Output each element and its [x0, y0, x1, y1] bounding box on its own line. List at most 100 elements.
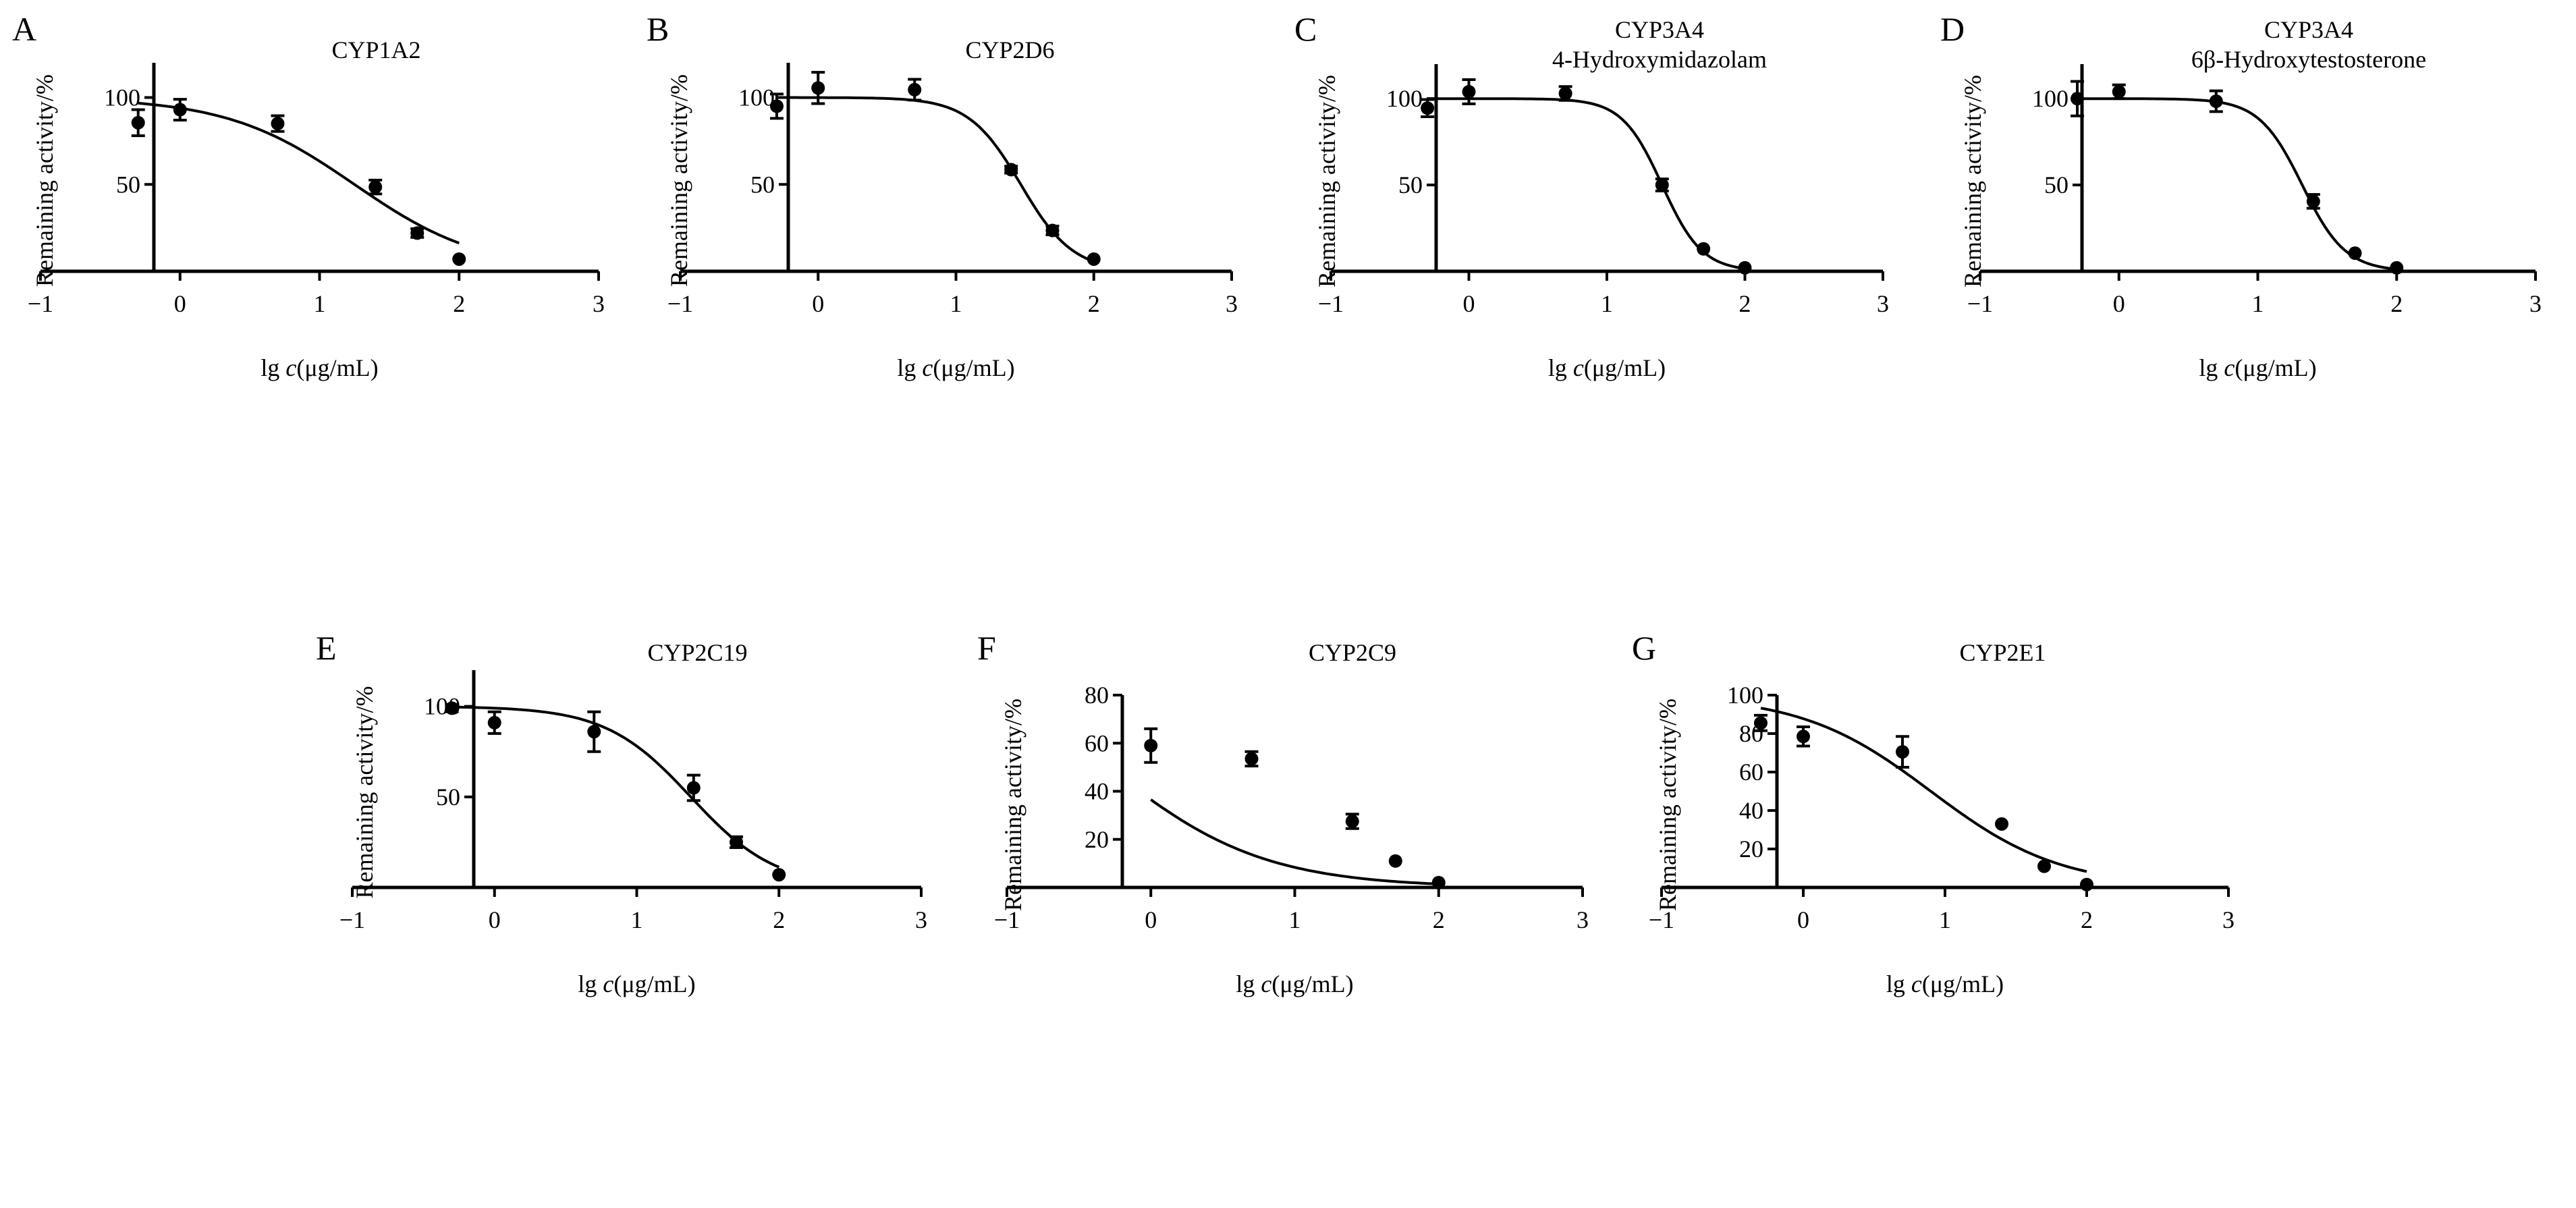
x-tick-label: 0: [174, 290, 186, 317]
data-point: [368, 180, 383, 194]
data-point: [173, 103, 187, 117]
data-point: [1896, 745, 1909, 759]
x-tick-label: 3: [1577, 906, 1589, 933]
data-point: [2306, 194, 2320, 209]
data-point: [1244, 752, 1259, 766]
y-tick-label: 50: [750, 171, 775, 198]
data-point: [452, 252, 466, 266]
x-axis-label: lg c(μg/mL): [261, 354, 378, 381]
y-tick-label: 20: [1085, 826, 1109, 853]
fit-curve: [1427, 97, 1745, 270]
data-point: [1431, 875, 1446, 889]
x-tick-label: 3: [1226, 290, 1238, 317]
data-point: [1004, 163, 1018, 177]
panel-title: CYP2E1: [1777, 638, 2228, 667]
y-tick-label: 100: [104, 84, 140, 111]
panel-title: CYP2C9: [1122, 638, 1583, 667]
panel-title-line: CYP2C9: [1308, 639, 1397, 666]
panel-g: G CYP2E1 −1 0 1 2 3 20 40 60 80 100 Remaining activi…: [1613, 607, 2261, 1208]
y-tick-label: 100: [2032, 85, 2068, 112]
x-tick-label: 2: [453, 290, 465, 317]
panel-title-line: 4-Hydroxymidazolam: [1552, 46, 1767, 73]
y-tick-label: 50: [436, 784, 460, 811]
x-tick-label: 0: [489, 906, 501, 933]
y-tick-label: 80: [1085, 682, 1109, 709]
x-tick-label: 3: [2222, 906, 2235, 933]
data-point: [1462, 84, 1476, 99]
x-tick-label: 1: [2252, 290, 2264, 317]
x-tick-label: 2: [1088, 290, 1100, 317]
panel-title: CYP2C19: [474, 638, 921, 667]
data-point: [2037, 859, 2051, 873]
x-tick-label: 1: [1939, 906, 1951, 933]
x-axis-label: lg c(μg/mL): [1236, 970, 1353, 997]
data-point: [1087, 252, 1101, 266]
x-tick-label: 0: [812, 290, 824, 317]
chart-svg: −1 0 1 2 3 20 40 60 80 Remaining activity/% lg c(μ…: [994, 682, 1589, 997]
x-tick-label: 1: [631, 906, 643, 933]
data-point: [1421, 101, 1435, 115]
x-axis-label: lg c(μg/mL): [897, 354, 1014, 381]
panel-letter: C: [1294, 10, 1317, 48]
panel-title: CYP1A2: [154, 35, 599, 65]
panel-title-line: 6β-Hydroxytestosterone: [2191, 46, 2427, 73]
panel-b: B CYP2D6 −1 0 1 2 3 50 100 Remaining activity/% lg…: [634, 0, 1282, 601]
x-tick-label: −1: [1967, 290, 1993, 317]
x-axis-label: lg c(μg/mL): [578, 970, 695, 997]
fit-curve: [1760, 707, 2087, 873]
data-point: [772, 868, 786, 882]
panel-title: CYP3A4 4-Hydroxymidazolam: [1436, 15, 1883, 74]
fit-curve: [138, 101, 460, 245]
panel-letter: B: [647, 10, 669, 48]
data-point: [1388, 854, 1402, 868]
x-tick-label: −1: [667, 290, 693, 317]
data-point: [1738, 260, 1752, 275]
fit-curve: [777, 96, 1095, 263]
panel-title-line: CYP2D6: [965, 36, 1055, 63]
data-point: [2348, 246, 2362, 260]
x-tick-label: 2: [773, 906, 785, 933]
data-point: [1144, 738, 1158, 752]
panel-letter: G: [1632, 629, 1657, 667]
x-tick-label: 1: [1289, 906, 1301, 933]
data-point: [1697, 242, 1711, 256]
panel-title-line: CYP3A4: [2264, 16, 2354, 43]
panel-title-line: CYP2C19: [647, 639, 748, 666]
panel-title: CYP3A4 6β-Hydroxytestosterone: [2082, 15, 2536, 74]
data-point: [2390, 260, 2404, 275]
data-point: [1797, 730, 1810, 744]
data-point: [2080, 877, 2093, 891]
data-point: [2071, 92, 2085, 106]
data-point: [908, 82, 922, 97]
data-point: [487, 715, 501, 730]
x-tick-label: 0: [1797, 906, 1809, 933]
data-point: [2209, 94, 2223, 109]
data-point: [1754, 716, 1767, 730]
panel-title: CYP2D6: [788, 35, 1232, 65]
data-point: [769, 99, 784, 113]
y-tick-label: 50: [116, 171, 140, 198]
data-point: [1558, 86, 1572, 101]
x-axis-label: lg c(μg/mL): [1886, 970, 2004, 997]
panel-letter: D: [1940, 10, 1965, 48]
data-point: [410, 226, 424, 240]
x-tick-label: 3: [2529, 290, 2542, 317]
y-tick-label: 60: [1085, 730, 1109, 757]
fit-curve: [1150, 798, 1439, 885]
x-tick-label: −1: [1649, 906, 1674, 933]
x-axis-label: lg c(μg/mL): [2199, 354, 2316, 381]
data-point: [1995, 817, 2008, 831]
y-tick-label: 20: [1739, 835, 1763, 862]
y-axis-label: Remaining activity/%: [31, 74, 58, 287]
panel-letter: A: [12, 10, 37, 48]
x-tick-label: 3: [915, 906, 927, 933]
x-tick-label: 0: [1145, 906, 1157, 933]
y-tick-label: 100: [1727, 682, 1763, 709]
panel-letter: F: [977, 629, 996, 667]
y-tick-label: 40: [1739, 797, 1763, 824]
x-tick-label: −1: [994, 906, 1020, 933]
data-point: [271, 117, 285, 131]
